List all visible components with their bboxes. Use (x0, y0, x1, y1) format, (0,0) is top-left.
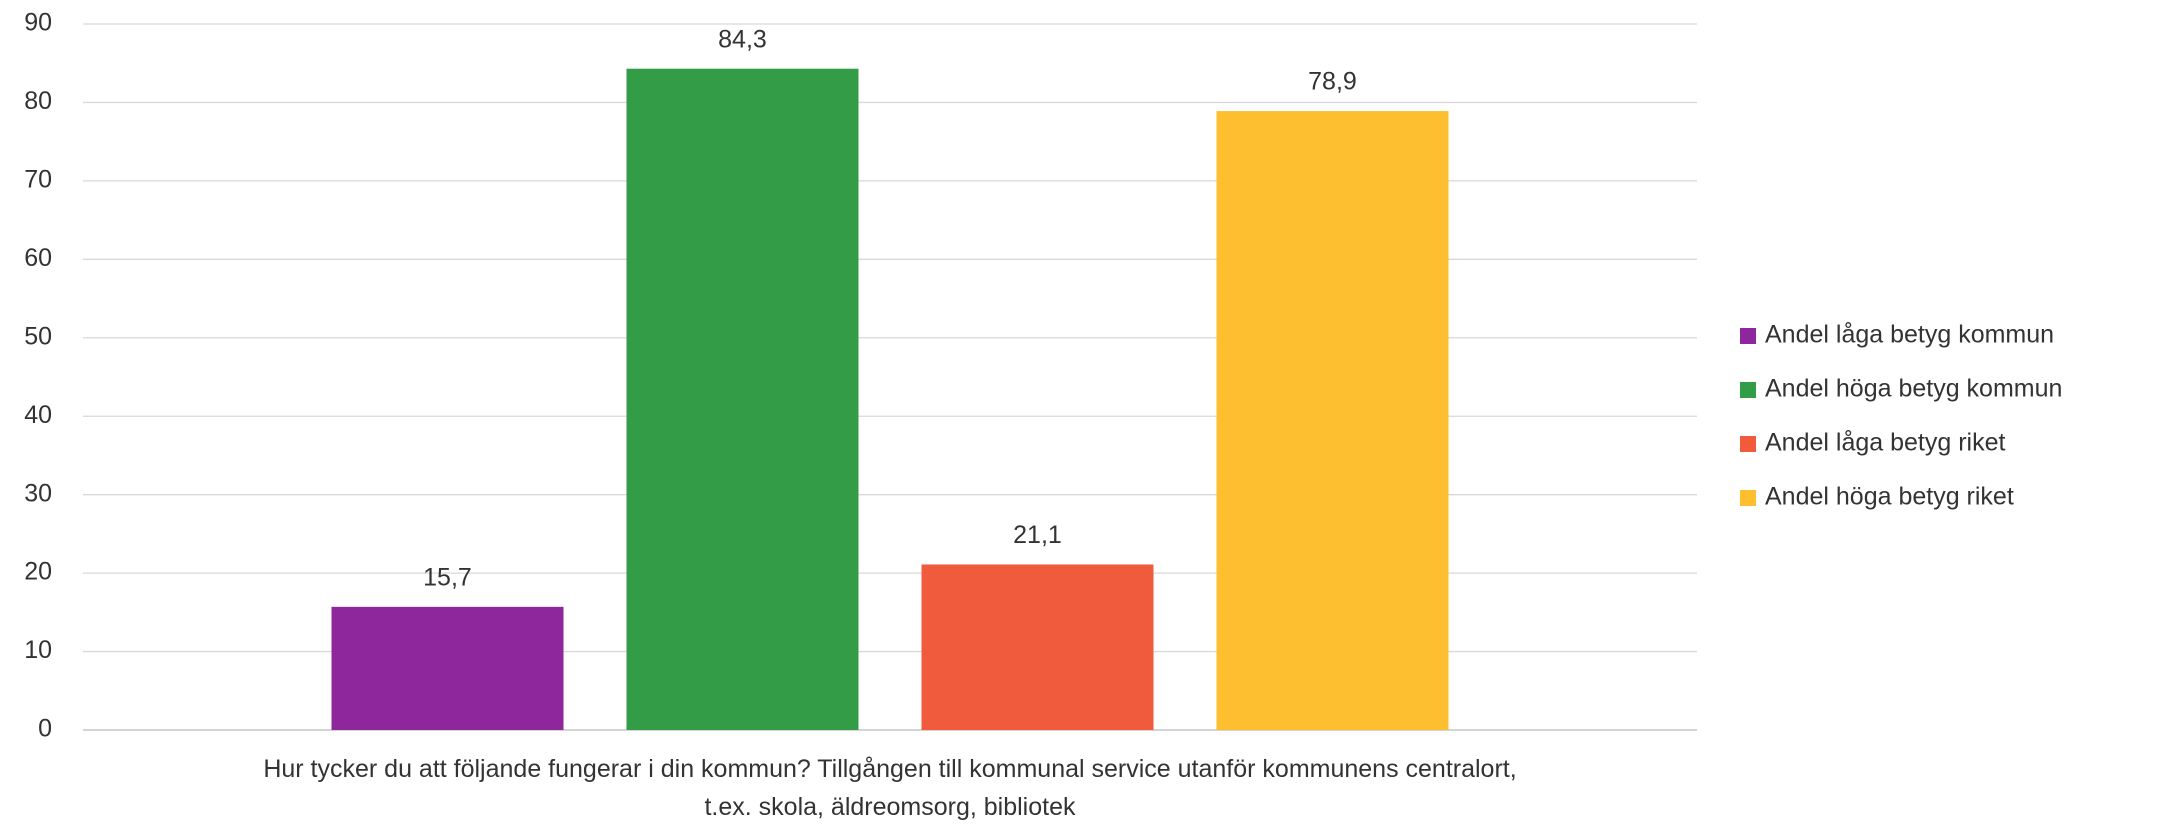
legend-label: Andel höga betyg kommun (1765, 375, 2062, 403)
y-tick-label: 0 (38, 715, 52, 743)
y-tick-label: 40 (24, 401, 52, 429)
legend-swatch (1740, 490, 1756, 506)
data-label: 15,7 (423, 563, 472, 591)
y-tick-label: 90 (24, 9, 52, 37)
y-tick-label: 10 (24, 636, 52, 664)
y-tick-label: 80 (24, 87, 52, 115)
x-tick-label-line: t.ex. skola, äldreomsorg, bibliotek (704, 793, 1076, 821)
y-tick-label: 30 (24, 479, 52, 507)
bar (1216, 111, 1449, 730)
legend-label: Andel låga betyg riket (1765, 429, 2005, 457)
data-label: 78,9 (1308, 68, 1357, 96)
bar (331, 606, 564, 730)
y-tick-label: 20 (24, 558, 52, 586)
legend-swatch (1740, 436, 1756, 452)
y-tick-label: 70 (24, 165, 52, 193)
legend-label: Andel höga betyg riket (1765, 483, 2014, 511)
x-tick-label: Hur tycker du att följande fungerar i di… (263, 755, 1516, 821)
data-label: 21,1 (1013, 521, 1062, 549)
x-tick-label-line: Hur tycker du att följande fungerar i di… (263, 755, 1516, 783)
y-tick-label: 50 (24, 322, 52, 350)
y-tick-label: 60 (24, 244, 52, 272)
legend-swatch (1740, 382, 1756, 398)
bar (626, 68, 859, 731)
bar (921, 564, 1154, 730)
legend-swatch (1740, 328, 1756, 344)
legend-label: Andel låga betyg kommun (1765, 321, 2054, 349)
data-label: 84,3 (718, 25, 767, 53)
